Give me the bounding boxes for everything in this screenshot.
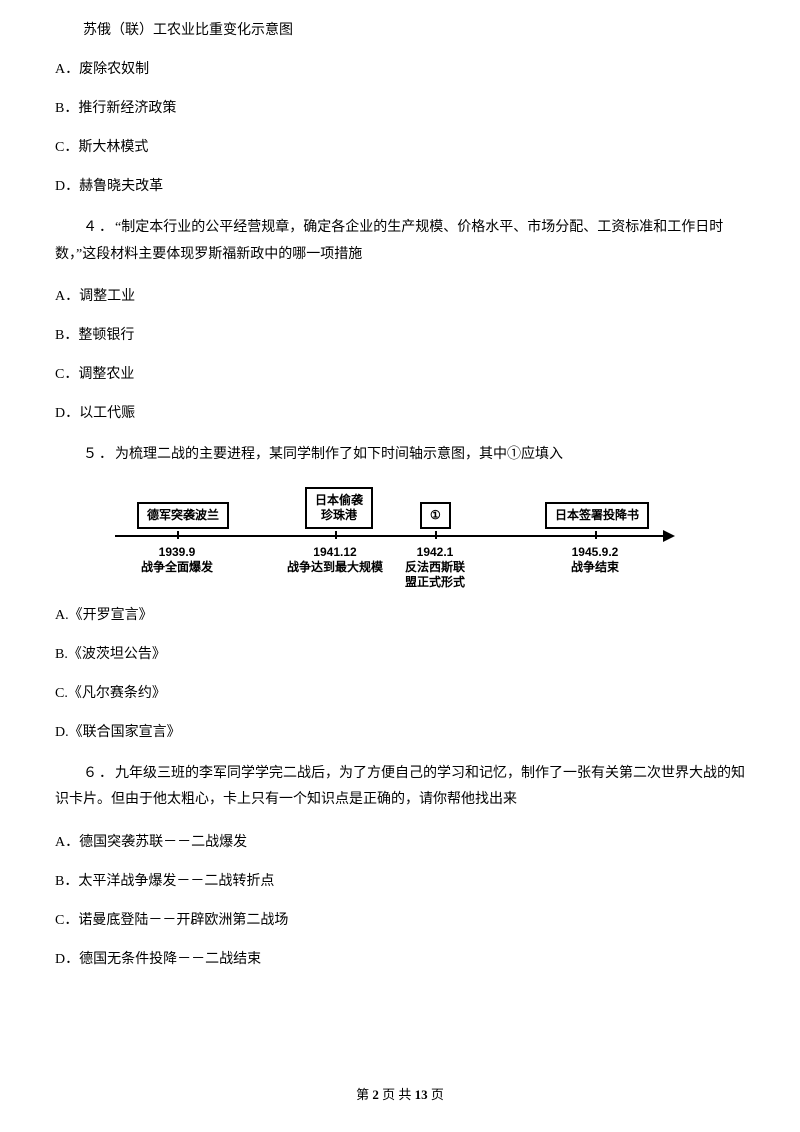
q3-option-b: B．推行新经济政策 — [55, 98, 745, 119]
timeline-label-3: 1945.9.2战争结束 — [571, 545, 619, 575]
q3-option-d: D．赫鲁晓夫改革 — [55, 176, 745, 197]
footer-post: 页 — [428, 1087, 444, 1102]
q5-option-b: B.《波茨坦公告》 — [55, 644, 745, 665]
q4-option-b: B．整顿银行 — [55, 325, 745, 346]
timeline-label-1: 1941.12战争达到最大规模 — [287, 545, 383, 575]
q3-option-a: A．废除农奴制 — [55, 59, 745, 80]
footer-pre: 第 — [356, 1087, 372, 1102]
q4-number: ４． — [83, 220, 115, 235]
timeline-box-2: ① — [420, 502, 451, 529]
timeline-box-1: 日本偷袭珍珠港 — [305, 487, 373, 529]
timeline-axis — [115, 535, 665, 537]
q5-option-a: A.《开罗宣言》 — [55, 605, 745, 626]
timeline-diagram: 德军突袭波兰 日本偷袭珍珠港 ① 日本签署投降书 1939.9战争全面爆发 1941.1… — [115, 487, 675, 585]
q6-text: 九年级三班的李军同学学完二战后，为了方便自己的学习和记忆，制作了一张有关第二次世… — [55, 766, 745, 808]
timeline-tick-1 — [335, 531, 337, 539]
timeline-label-2: 1942.1反法西斯联盟正式形式 — [405, 545, 465, 590]
q3-option-c: C．斯大林模式 — [55, 137, 745, 158]
q4-option-a: A．调整工业 — [55, 286, 745, 307]
chart-caption: 苏俄（联）工农业比重变化示意图 — [55, 20, 745, 41]
q4-text: “制定本行业的公平经营规章，确定各企业的生产规模、价格水平、市场分配、工资标准和… — [55, 220, 723, 262]
timeline-box-0: 德军突袭波兰 — [137, 502, 229, 529]
footer-total-pages: 13 — [415, 1087, 428, 1102]
q6-option-c: C．诺曼底登陆－－开辟欧洲第二战场 — [55, 910, 745, 931]
q5-option-d: D.《联合国家宣言》 — [55, 722, 745, 743]
question-4: ４．“制定本行业的公平经营规章，确定各企业的生产规模、价格水平、市场分配、工资标… — [55, 215, 745, 268]
question-6: ６．九年级三班的李军同学学完二战后，为了方便自己的学习和记忆，制作了一张有关第二… — [55, 761, 745, 814]
timeline-label-0: 1939.9战争全面爆发 — [141, 545, 213, 575]
q6-option-d: D．德国无条件投降－－二战结束 — [55, 949, 745, 970]
q5-option-c: C.《凡尔赛条约》 — [55, 683, 745, 704]
timeline-tick-3 — [595, 531, 597, 539]
q6-option-b: B．太平洋战争爆发－－二战转折点 — [55, 871, 745, 892]
footer-mid: 页 共 — [379, 1087, 415, 1102]
q4-option-d: D．以工代赈 — [55, 403, 745, 424]
q6-number: ６． — [83, 766, 115, 781]
timeline-box-3: 日本签署投降书 — [545, 502, 649, 529]
page-footer: 第 2 页 共 13 页 — [0, 1085, 800, 1105]
q6-option-a: A．德国突袭苏联－－二战爆发 — [55, 832, 745, 853]
timeline-tick-0 — [177, 531, 179, 539]
q5-number: ５． — [83, 447, 115, 462]
q4-option-c: C．调整农业 — [55, 364, 745, 385]
q5-text: 为梳理二战的主要进程，某同学制作了如下时间轴示意图，其中①应填入 — [115, 447, 563, 462]
timeline-tick-2 — [435, 531, 437, 539]
question-5: ５．为梳理二战的主要进程，某同学制作了如下时间轴示意图，其中①应填入 — [55, 442, 745, 469]
timeline-arrow-icon — [663, 530, 675, 542]
